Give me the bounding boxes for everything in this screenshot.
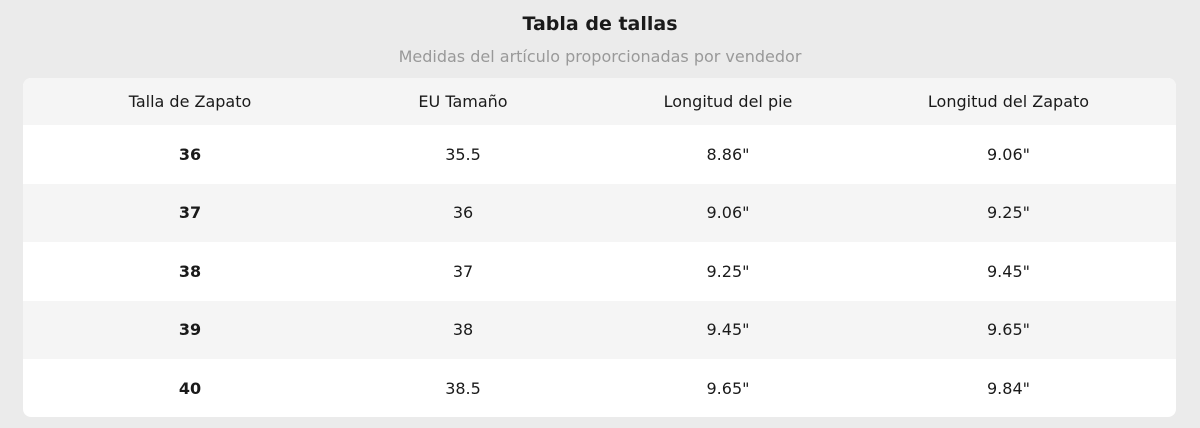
column-header: Talla de Zapato bbox=[128, 92, 252, 111]
table-cell: 37 bbox=[178, 203, 202, 223]
table-row: 36 35.5 8.86" 9.06" bbox=[23, 125, 1176, 184]
column-header: Longitud del Zapato bbox=[927, 92, 1090, 111]
table-row: 37 36 9.06" 9.25" bbox=[23, 183, 1176, 242]
table-cell: 9.65" bbox=[987, 320, 1030, 340]
table-cell: 9.25" bbox=[987, 203, 1030, 223]
table-cell: 9.84" bbox=[987, 378, 1030, 398]
table-cell: 35.5 bbox=[445, 144, 481, 164]
column-header: EU Tamaño bbox=[418, 92, 508, 111]
table-cell: 8.86" bbox=[706, 144, 750, 164]
table-cell: 9.25" bbox=[706, 261, 750, 281]
size-table: Talla de Zapato EU Tamaño Longitud del pie… bbox=[23, 78, 1176, 417]
table-row: 38 37 9.25" 9.45" bbox=[23, 242, 1176, 301]
title: Tabla de tallas bbox=[522, 13, 678, 35]
table-cell: 39 bbox=[178, 320, 202, 340]
table-cell: 9.06" bbox=[987, 144, 1030, 164]
table-cell: 9.06" bbox=[706, 203, 750, 223]
subtitle: Medidas del artículo proporcionadas por … bbox=[398, 47, 802, 66]
table-row: 39 38 9.45" 9.65" bbox=[23, 300, 1176, 359]
column-header: Longitud del pie bbox=[663, 92, 793, 111]
table-cell: 36 bbox=[178, 144, 202, 164]
header-row: Talla de Zapato EU Tamaño Longitud del pie… bbox=[23, 78, 1176, 125]
table-cell: 38 bbox=[178, 261, 202, 281]
table-row: 40 38.5 9.65" 9.84" bbox=[23, 359, 1176, 417]
table-cell: 9.45" bbox=[987, 261, 1030, 281]
table-cell: 38 bbox=[452, 320, 474, 340]
table-cell: 9.65" bbox=[706, 378, 750, 398]
table-cell: 37 bbox=[452, 261, 474, 281]
table-cell: 9.45" bbox=[706, 320, 750, 340]
table-cell: 38.5 bbox=[445, 378, 481, 398]
table-cell: 40 bbox=[178, 378, 202, 398]
table-cell: 36 bbox=[452, 203, 474, 223]
